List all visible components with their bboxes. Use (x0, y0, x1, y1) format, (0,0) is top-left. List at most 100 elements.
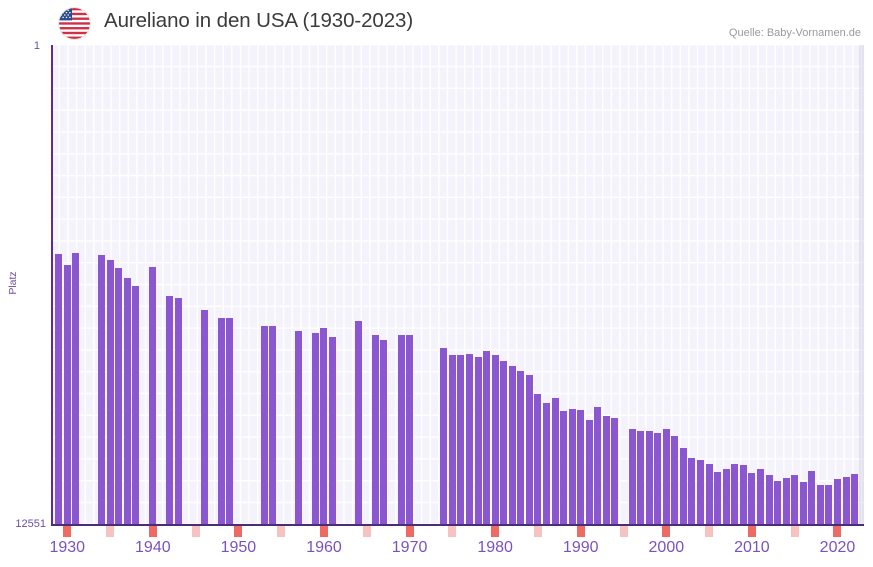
bar (739, 465, 747, 525)
bar (406, 334, 414, 525)
bar (774, 480, 782, 525)
bar (269, 326, 277, 525)
bar (72, 252, 80, 525)
bar (662, 429, 670, 525)
y-axis-line (51, 45, 53, 526)
bar (722, 468, 730, 525)
x-axis-tick (362, 526, 371, 537)
x-axis-tick (705, 526, 714, 537)
bar (474, 357, 482, 525)
bar (671, 435, 679, 525)
bar (123, 277, 131, 525)
x-axis-label: 2020 (819, 539, 856, 556)
bar-series (51, 45, 864, 525)
bar (833, 479, 841, 525)
y-axis-top-label: 1 (33, 40, 40, 52)
x-axis-tick (533, 526, 542, 537)
bar (602, 415, 610, 525)
bar (354, 320, 362, 525)
bar (508, 366, 516, 525)
bar (465, 353, 473, 525)
x-axis-label: 1990 (562, 539, 599, 556)
chart-header: Aureliano in den USA (1930-2023) Quelle:… (0, 0, 873, 45)
bar (491, 354, 499, 525)
bar (517, 371, 525, 525)
bar (628, 429, 636, 525)
bar (560, 411, 568, 525)
bar (440, 348, 448, 525)
x-axis-tick (234, 526, 243, 537)
bar (842, 476, 850, 525)
bar (311, 333, 319, 525)
bar (585, 420, 593, 525)
usa-flag-icon (59, 8, 90, 39)
bar (115, 268, 123, 525)
bar (714, 471, 722, 525)
bar (697, 459, 705, 525)
plot-area (51, 45, 864, 525)
x-axis-label: 1980 (477, 539, 513, 556)
bar (320, 327, 328, 525)
bar (748, 472, 756, 525)
bar (106, 259, 114, 525)
y-axis-title: Platz (7, 271, 19, 295)
bar (175, 298, 182, 525)
x-axis-tick (491, 526, 500, 537)
x-axis-label: 1940 (135, 539, 171, 556)
x-axis-tick (448, 526, 457, 537)
bar (594, 406, 602, 525)
bar (808, 471, 816, 525)
bar (791, 475, 799, 525)
bar (782, 477, 790, 525)
bar (654, 433, 662, 525)
x-axis-label: 2000 (648, 539, 685, 556)
bar (688, 458, 696, 525)
x-axis-tick (63, 526, 72, 537)
x-axis-label: 1970 (391, 539, 428, 556)
bar (500, 360, 508, 525)
bar (645, 431, 653, 525)
bar (525, 375, 533, 525)
bar (397, 334, 405, 525)
bar (132, 285, 140, 525)
bar (816, 485, 824, 525)
x-axis-tick (662, 526, 671, 537)
bar (200, 310, 208, 525)
x-axis-label: 1950 (220, 539, 257, 556)
bar (568, 409, 576, 525)
x-axis-line (51, 524, 864, 526)
bar (611, 418, 619, 525)
bar (483, 351, 491, 525)
x-axis-tick (319, 526, 328, 537)
bar (799, 482, 807, 525)
bar (637, 430, 645, 525)
x-axis-tick (148, 526, 157, 537)
bar (765, 475, 773, 525)
bar (55, 253, 63, 525)
x-axis-tick (191, 526, 200, 537)
source-attribution: Quelle: Baby-Vornamen.de (728, 27, 861, 39)
bar (551, 398, 559, 525)
bar (448, 355, 456, 525)
page-title: Aureliano in den USA (1930-2023) (104, 9, 414, 32)
x-axis-label: 1930 (49, 539, 86, 556)
bar (329, 337, 337, 525)
bar (705, 463, 713, 525)
bar (543, 402, 550, 525)
bar (851, 474, 859, 525)
bar (577, 410, 585, 525)
x-axis-tick (106, 526, 115, 537)
bar (457, 355, 465, 525)
x-axis-label: 2010 (734, 539, 770, 556)
bar (380, 339, 388, 525)
bar (97, 254, 105, 525)
x-axis-label: 1960 (306, 539, 342, 556)
x-axis-tick (790, 526, 799, 537)
bar (534, 393, 542, 525)
bar (63, 264, 71, 525)
bar (149, 266, 157, 525)
bar (226, 318, 234, 525)
y-axis-bottom-label: 12551 (15, 518, 46, 530)
x-axis-tick (833, 526, 842, 537)
